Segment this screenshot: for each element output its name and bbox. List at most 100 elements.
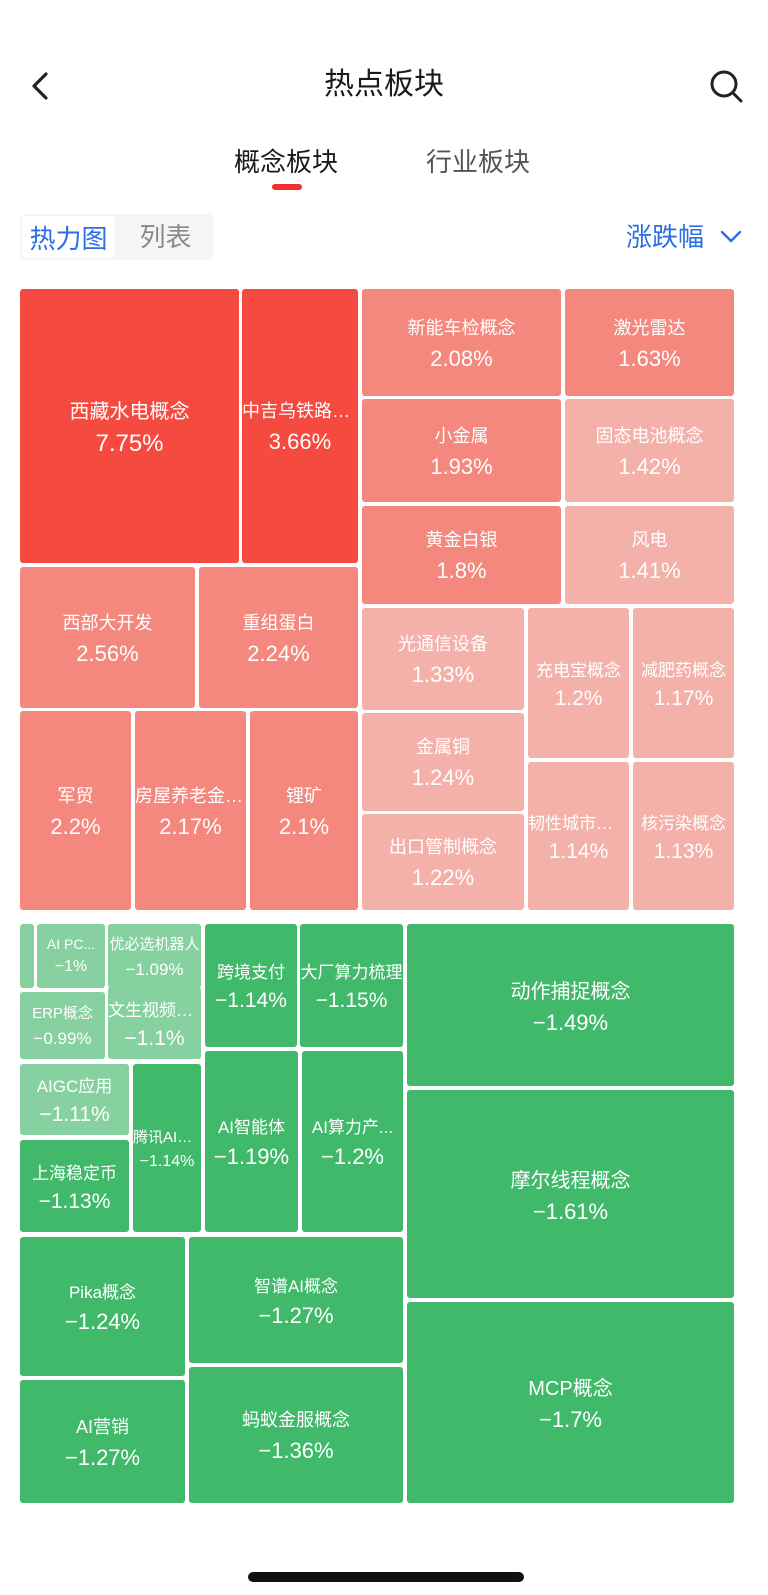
loser-tile[interactable]: AI算力产... −1.2% (302, 1051, 403, 1232)
loser-tile[interactable]: 腾讯AI概念 −1.14% (133, 1064, 201, 1232)
sector-change: 2.17% (159, 813, 222, 839)
sector-name: 韧性城市概念 (528, 813, 629, 833)
sector-name: 减肥药概念 (641, 660, 726, 680)
sector-change: −1.24% (64, 1309, 141, 1334)
sector-change: 2.2% (50, 813, 101, 839)
loser-tile[interactable]: 上海稳定币 −1.13% (20, 1140, 129, 1232)
gainer-tile[interactable]: 西藏水电概念 7.75% (20, 289, 239, 563)
gainer-tile[interactable]: 激光雷达 1.63% (565, 289, 734, 396)
gainer-tile[interactable]: 小金属 1.93% (362, 399, 561, 502)
tab-concept-sector[interactable]: 概念板块 (234, 147, 339, 177)
gainer-tile[interactable]: 固态电池概念 1.42% (565, 399, 734, 502)
sort-dropdown[interactable]: 涨跌幅 (626, 214, 742, 260)
loser-tile[interactable]: AI PC... −1% (37, 924, 105, 988)
sector-change: 1.8% (436, 558, 487, 583)
gainer-tile[interactable]: 韧性城市概念 1.14% (528, 762, 629, 910)
back-button[interactable] (22, 66, 62, 106)
sector-change: 1.33% (411, 662, 475, 687)
chevron-down-icon (720, 230, 742, 243)
loser-tile[interactable]: AI营销 −1.27% (20, 1380, 185, 1503)
list-view-button[interactable]: 列表 (139, 222, 192, 252)
sector-name: 蚂蚁金服概念 (242, 1410, 350, 1430)
loser-tile[interactable]: AIGC应用 −1.11% (20, 1064, 129, 1135)
gainer-tile[interactable]: 金属铜 1.24% (362, 713, 524, 811)
sector-name: AI算力产... (311, 1118, 394, 1137)
active-tab-indicator (272, 184, 302, 190)
sector-name: 黄金白银 (425, 530, 498, 550)
sector-change: 3.66% (268, 429, 332, 454)
sector-name: 小金属 (434, 425, 489, 446)
sector-change: 1.41% (618, 558, 681, 583)
gainer-tile[interactable]: 中吉乌铁路概... 3.66% (242, 289, 358, 563)
search-button[interactable] (706, 66, 746, 106)
gainer-tile[interactable]: 减肥药概念 1.17% (633, 608, 734, 758)
loser-tile[interactable]: AI智能体 −1.19% (205, 1051, 298, 1232)
sector-name: 摩尔线程概念 (510, 1169, 631, 1192)
loser-tile[interactable] (20, 924, 34, 988)
tab-industry-sector[interactable]: 行业板块 (426, 147, 531, 177)
gainer-tile[interactable]: 西部大开发 2.56% (20, 567, 195, 708)
loser-tile[interactable]: Pika概念 −1.24% (20, 1237, 185, 1376)
sector-name: 风电 (631, 530, 668, 550)
sector-change: −1.1% (124, 1026, 185, 1050)
view-toggle: 热力图 列表 (20, 214, 214, 260)
gainer-tile[interactable]: 充电宝概念 1.2% (528, 608, 629, 758)
sector-name: 出口管制概念 (389, 837, 497, 857)
loser-tile[interactable]: 摩尔线程概念 −1.61% (407, 1090, 734, 1298)
sector-name: 金属铜 (416, 737, 470, 757)
loser-tile[interactable]: 大厂算力梳理 −1.15% (300, 924, 403, 1047)
search-icon (710, 70, 743, 103)
loser-tile[interactable]: 文生视频概念 −1.1% (108, 987, 201, 1059)
header: 热点板块 (0, 60, 768, 110)
sector-name: 核污染概念 (641, 813, 726, 833)
gainer-tile[interactable]: 核污染概念 1.13% (633, 762, 734, 910)
page-title: 热点板块 (324, 68, 444, 101)
sector-name: AI营销 (75, 1416, 129, 1437)
sector-name: 文生视频概念 (108, 1000, 201, 1020)
sector-change: 1.17% (653, 686, 714, 710)
gainer-tile[interactable]: 军贸 2.2% (20, 711, 131, 910)
gainer-tile[interactable]: 重组蛋白 2.24% (199, 567, 358, 708)
sector-name: 优必选机器人 (109, 935, 200, 953)
loser-tile[interactable]: 蚂蚁金服概念 −1.36% (189, 1367, 403, 1503)
home-indicator (248, 1572, 524, 1582)
sector-name: 腾讯AI概念 (133, 1128, 201, 1146)
gainer-tile[interactable]: 风电 1.41% (565, 506, 734, 604)
gainer-tile[interactable]: 黄金白银 1.8% (362, 506, 561, 604)
loser-tile[interactable]: 智谱AI概念 −1.27% (189, 1237, 403, 1363)
sector-name: 西部大开发 (62, 612, 153, 633)
gainer-tile[interactable]: 光通信设备 1.33% (362, 608, 524, 710)
sector-name: MCP概念 (528, 1378, 613, 1400)
sector-change: 1.22% (411, 865, 475, 890)
gainer-tile[interactable]: 房屋养老金概... 2.17% (135, 711, 246, 910)
loser-tile[interactable]: ERP概念 −0.99% (20, 992, 105, 1059)
sector-name: 光通信设备 (398, 634, 488, 654)
sector-name: 新能车检概念 (407, 317, 516, 338)
heatmap-view-button[interactable]: 热力图 (20, 214, 117, 260)
sector-change: 1.14% (548, 839, 609, 863)
sector-change: 1.93% (430, 453, 493, 479)
sector-change: −1% (54, 958, 88, 975)
gainer-tile[interactable]: 锂矿 2.1% (250, 711, 358, 910)
sector-change: −1.49% (532, 1009, 609, 1035)
sector-name: 西藏水电概念 (69, 400, 190, 423)
gainer-tile[interactable]: 新能车检概念 2.08% (362, 289, 561, 396)
loser-tile[interactable]: 优必选机器人 −1.09% (108, 924, 201, 988)
sector-change: −1.15% (315, 989, 388, 1012)
sort-label: 涨跌幅 (625, 222, 704, 252)
sector-change: −1.14% (215, 989, 287, 1012)
sector-name: AI PC... (46, 936, 96, 952)
sector-change: 1.2% (554, 686, 603, 710)
sector-change: 2.1% (278, 813, 330, 839)
chevron-left-icon (32, 72, 48, 100)
loser-tile[interactable]: MCP概念 −1.7% (407, 1302, 734, 1503)
gainer-tile[interactable]: 出口管制概念 1.22% (362, 814, 524, 910)
sector-change: 2.08% (430, 345, 493, 371)
loser-tile[interactable]: 动作捕捉概念 −1.49% (407, 924, 734, 1086)
sector-change: 2.56% (76, 640, 139, 666)
sector-change: −1.61% (532, 1198, 609, 1224)
sector-name: ERP概念 (32, 1005, 93, 1022)
loser-tile[interactable]: 跨境支付 −1.14% (205, 924, 297, 1047)
sector-change: −0.99% (33, 1029, 92, 1048)
